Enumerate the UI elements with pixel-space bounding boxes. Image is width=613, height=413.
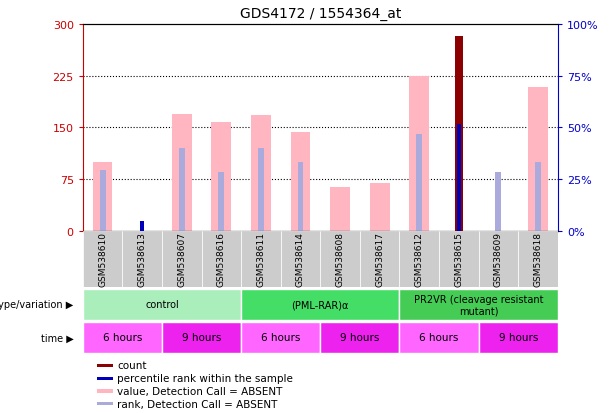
Text: GSM538613: GSM538613 [138,232,147,287]
Bar [258,149,264,231]
Bar [370,183,390,231]
Bar [400,231,439,287]
Bar [97,377,113,380]
Bar [93,162,112,231]
Bar [83,231,123,287]
Text: count: count [118,361,147,370]
Bar [202,231,241,287]
Bar [535,162,541,231]
Bar [321,322,400,353]
Text: 9 hours: 9 hours [340,332,379,343]
Text: (PML-RAR)α: (PML-RAR)α [292,299,349,310]
Bar [179,149,185,231]
Text: GSM538607: GSM538607 [177,232,186,287]
Bar [251,116,271,231]
Bar [291,133,310,231]
Bar [162,322,241,353]
Bar [321,231,360,287]
Bar [455,36,463,231]
Bar [479,322,558,353]
Text: GSM538618: GSM538618 [533,232,543,287]
Text: GSM538614: GSM538614 [296,232,305,287]
Text: GSM538611: GSM538611 [256,232,265,287]
Bar [241,289,400,320]
Bar [140,222,144,231]
Bar [297,162,303,231]
Text: 9 hours: 9 hours [498,332,538,343]
Bar [211,123,231,231]
Text: percentile rank within the sample: percentile rank within the sample [118,373,293,383]
Text: GSM538612: GSM538612 [415,232,424,287]
Bar [83,289,241,320]
Text: GSM538609: GSM538609 [494,232,503,287]
Text: 6 hours: 6 hours [102,332,142,343]
Bar [330,188,350,231]
Text: control: control [145,299,179,310]
Bar [83,322,162,353]
Text: 9 hours: 9 hours [182,332,221,343]
Bar [479,231,518,287]
Text: time ▶: time ▶ [40,332,74,343]
Bar [457,125,461,231]
Text: 6 hours: 6 hours [261,332,300,343]
Text: PR2VR (cleavage resistant
mutant): PR2VR (cleavage resistant mutant) [414,294,543,316]
Bar [416,135,422,231]
Bar [281,231,321,287]
Text: rank, Detection Call = ABSENT: rank, Detection Call = ABSENT [118,399,278,409]
Bar [409,76,429,231]
Text: GSM538617: GSM538617 [375,232,384,287]
Text: GSM538616: GSM538616 [217,232,226,287]
Bar [162,231,202,287]
Bar [218,173,224,231]
Bar [97,389,113,393]
Bar [400,289,558,320]
Bar [97,364,113,367]
Bar [241,231,281,287]
Bar [360,231,400,287]
Text: genotype/variation ▶: genotype/variation ▶ [0,299,74,310]
Bar [495,173,501,231]
Text: GSM538610: GSM538610 [98,232,107,287]
Bar [172,114,192,231]
Title: GDS4172 / 1554364_at: GDS4172 / 1554364_at [240,7,401,21]
Bar [528,88,548,231]
Bar [518,231,558,287]
Bar [123,231,162,287]
Text: value, Detection Call = ABSENT: value, Detection Call = ABSENT [118,386,283,396]
Text: GSM538608: GSM538608 [335,232,345,287]
Text: GSM538615: GSM538615 [454,232,463,287]
Bar [400,322,479,353]
Bar [439,231,479,287]
Text: 6 hours: 6 hours [419,332,459,343]
Bar [99,171,105,231]
Bar [97,402,113,405]
Bar [241,322,321,353]
